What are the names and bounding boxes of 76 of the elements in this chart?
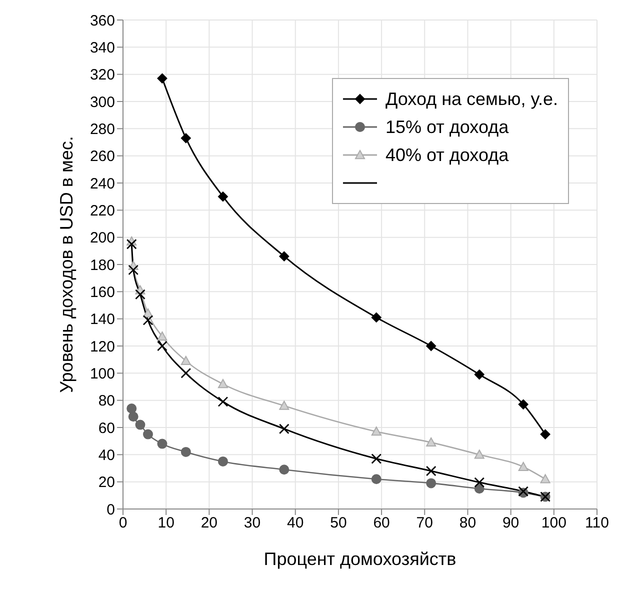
point bbox=[278, 424, 290, 434]
y-tick-label: 200 bbox=[90, 230, 115, 247]
x-axis-title: Процент домохозяйств bbox=[264, 549, 456, 569]
point bbox=[157, 438, 168, 449]
point bbox=[135, 289, 146, 300]
point bbox=[126, 403, 137, 414]
point bbox=[218, 456, 228, 466]
y-tick-label: 140 bbox=[90, 311, 115, 328]
x-tick-label: 100 bbox=[541, 514, 566, 532]
y-tick-label: 60 bbox=[98, 420, 115, 437]
y-tick-label: 300 bbox=[90, 94, 115, 111]
legend-label: 15% от дохода bbox=[385, 116, 509, 138]
point bbox=[180, 133, 191, 144]
x-tick-label: 20 bbox=[200, 514, 218, 532]
point bbox=[426, 466, 436, 476]
point bbox=[142, 308, 153, 318]
x-tick-label: 30 bbox=[244, 514, 261, 532]
point bbox=[128, 264, 139, 276]
point bbox=[371, 454, 382, 464]
point bbox=[279, 464, 290, 475]
y-tick-label: 20 bbox=[98, 474, 115, 492]
point bbox=[218, 192, 228, 202]
y-tick-label: 320 bbox=[90, 66, 115, 84]
y-tick-label: 40 bbox=[98, 446, 115, 464]
point bbox=[135, 420, 146, 430]
legend-label: 40% от дохода bbox=[385, 144, 509, 166]
point bbox=[142, 314, 154, 326]
x-tick-label: 40 bbox=[287, 514, 304, 532]
point bbox=[279, 251, 290, 262]
legend-label: Доход на семью, у.е. bbox=[385, 88, 558, 110]
x-tick-label: 10 bbox=[158, 514, 174, 532]
point bbox=[474, 477, 485, 488]
y-tick-label: 160 bbox=[90, 284, 115, 301]
point bbox=[518, 462, 528, 471]
point bbox=[180, 356, 191, 366]
point bbox=[371, 474, 382, 484]
point bbox=[371, 426, 382, 436]
x-tick-label: 70 bbox=[416, 514, 433, 532]
point bbox=[426, 341, 436, 351]
point bbox=[157, 340, 168, 352]
y-tick-label: 100 bbox=[90, 365, 115, 382]
point bbox=[474, 370, 484, 380]
x-tick-label: 90 bbox=[502, 514, 520, 532]
point bbox=[518, 399, 528, 410]
y-axis-title: Уровень доходов в USD в мес. bbox=[56, 136, 76, 393]
y-tick-label: 360 bbox=[90, 12, 115, 30]
point bbox=[540, 429, 550, 440]
point bbox=[218, 396, 228, 407]
y-tick-label: 120 bbox=[90, 338, 115, 356]
point bbox=[180, 368, 192, 378]
point bbox=[279, 400, 290, 410]
y-tick-label: 340 bbox=[90, 39, 115, 56]
y-tick-label: 0 bbox=[106, 501, 115, 518]
point bbox=[157, 331, 168, 341]
point bbox=[426, 437, 436, 447]
x-tick-label: 60 bbox=[373, 514, 390, 532]
y-tick-label: 280 bbox=[90, 120, 115, 138]
point bbox=[157, 73, 168, 84]
y-tick-label: 240 bbox=[90, 175, 115, 192]
x-tick-label: 110 bbox=[585, 514, 609, 532]
x-tick-label: 0 bbox=[118, 514, 128, 532]
point bbox=[540, 474, 550, 484]
point bbox=[371, 312, 382, 322]
point bbox=[180, 446, 191, 457]
y-tick-label: 260 bbox=[90, 148, 115, 166]
point bbox=[426, 478, 436, 488]
point bbox=[126, 238, 137, 250]
point bbox=[142, 429, 153, 440]
y-tick-label: 220 bbox=[90, 202, 115, 220]
point bbox=[474, 450, 484, 459]
y-tick-label: 80 bbox=[98, 392, 115, 410]
x-tick-label: 80 bbox=[459, 514, 476, 532]
point bbox=[218, 379, 228, 388]
y-tick-label: 180 bbox=[90, 256, 115, 274]
x-tick-label: 50 bbox=[330, 514, 347, 532]
point bbox=[128, 412, 138, 422]
